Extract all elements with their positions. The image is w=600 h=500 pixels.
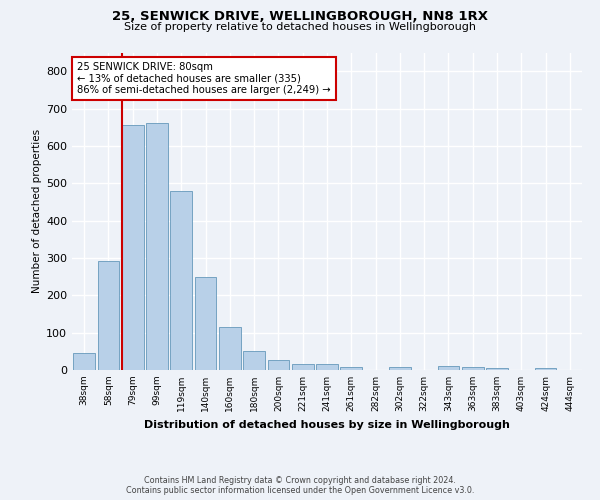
Text: Contains HM Land Registry data © Crown copyright and database right 2024.
Contai: Contains HM Land Registry data © Crown c…	[126, 476, 474, 495]
Bar	[170, 190, 192, 370]
Bar	[194, 276, 217, 370]
Bar	[535, 368, 556, 370]
Bar	[462, 367, 484, 370]
Bar	[292, 364, 314, 370]
X-axis label: Distribution of detached houses by size in Wellingborough: Distribution of detached houses by size …	[144, 420, 510, 430]
Bar	[97, 260, 119, 370]
Bar	[316, 364, 338, 370]
Bar	[340, 367, 362, 370]
Bar	[146, 124, 168, 370]
Bar	[437, 366, 460, 370]
Bar	[122, 126, 143, 370]
Bar	[389, 367, 411, 370]
Text: 25 SENWICK DRIVE: 80sqm
← 13% of detached houses are smaller (335)
86% of semi-d: 25 SENWICK DRIVE: 80sqm ← 13% of detache…	[77, 62, 331, 95]
Text: Size of property relative to detached houses in Wellingborough: Size of property relative to detached ho…	[124, 22, 476, 32]
Bar	[219, 327, 241, 370]
Y-axis label: Number of detached properties: Number of detached properties	[32, 129, 42, 294]
Bar	[243, 352, 265, 370]
Bar	[268, 360, 289, 370]
Bar	[486, 368, 508, 370]
Bar	[73, 353, 95, 370]
Text: 25, SENWICK DRIVE, WELLINGBOROUGH, NN8 1RX: 25, SENWICK DRIVE, WELLINGBOROUGH, NN8 1…	[112, 10, 488, 23]
